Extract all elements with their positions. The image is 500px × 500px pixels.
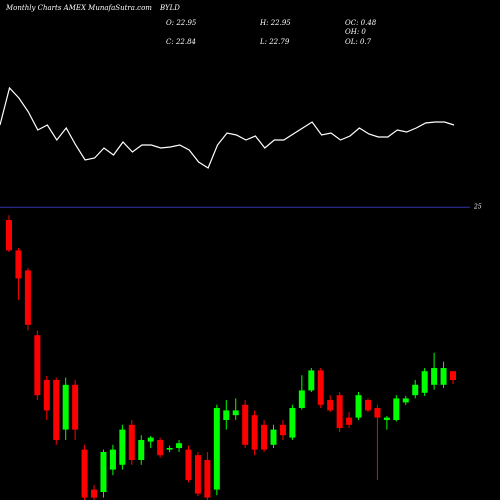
candle-body (393, 398, 400, 420)
candle-body (128, 424, 135, 460)
candle-body (317, 370, 324, 405)
candle-body (412, 384, 419, 396)
stat: C: 22.84 (166, 38, 196, 46)
candle-body (440, 368, 447, 385)
candle-body (91, 489, 98, 498)
candle-body (374, 408, 381, 418)
candle-body (53, 380, 60, 440)
candle-body (223, 410, 230, 420)
candle-body (336, 395, 343, 428)
stat: OC: 0.48 (345, 19, 377, 27)
candle-body (176, 443, 183, 448)
candle-body (421, 371, 428, 393)
candle-body (138, 440, 145, 460)
candle-body (166, 448, 173, 450)
symbol: BYLD (159, 4, 180, 12)
indicator-line (0, 86, 455, 169)
candle-body (147, 437, 154, 442)
candle-body (157, 440, 164, 456)
stat: OH: 0 (345, 28, 366, 36)
candle-body (204, 460, 211, 498)
candle-body (346, 417, 353, 425)
candle-body (194, 455, 201, 494)
candle-body (355, 395, 362, 418)
candle-body (6, 220, 12, 251)
candle-body (261, 424, 268, 450)
candle-body (327, 400, 334, 411)
candle-body (72, 384, 79, 430)
stat: L: 22.79 (259, 38, 290, 46)
y-tick-label: 25 (473, 204, 482, 211)
chart-title: Monthly Charts AMEX MunafaSutra.com (5, 4, 152, 12)
candle-body (298, 390, 305, 408)
candle-body (450, 371, 456, 380)
candle-body (383, 417, 390, 420)
candle-body (109, 449, 116, 470)
candle-body (81, 449, 88, 498)
candle-body (15, 250, 22, 279)
candle-body (279, 424, 286, 436)
candle-body (251, 415, 258, 450)
candle-body (62, 384, 69, 430)
candle-body (402, 398, 409, 403)
candle-body (232, 410, 239, 416)
candle-body (431, 368, 438, 385)
candle-body (213, 408, 220, 490)
candle-body (270, 429, 277, 445)
stat: OL: 0.7 (345, 38, 372, 46)
stat: O: 22.95 (166, 19, 197, 27)
stat: H: 22.95 (259, 19, 291, 27)
candle-body (242, 404, 249, 445)
candle-body (100, 452, 107, 492)
candle-body (364, 400, 371, 411)
candle-body (34, 335, 41, 396)
candle-body (308, 370, 315, 391)
candle-body (24, 270, 31, 325)
candle-body (289, 408, 296, 438)
candle-body (43, 380, 50, 411)
candle-body (185, 449, 192, 480)
candle-body (119, 429, 126, 465)
